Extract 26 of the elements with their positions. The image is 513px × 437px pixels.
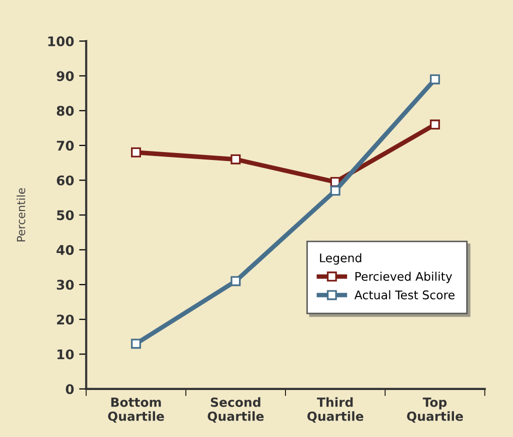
legend-title: Legend — [320, 253, 362, 265]
y-tick-label: 80 — [56, 106, 74, 116]
y-tick-label: 10 — [58, 349, 74, 360]
y-tick-label: 60 — [56, 175, 74, 186]
x-tick-label: Bottom Quartile — [108, 398, 164, 423]
point — [430, 120, 440, 130]
point — [131, 338, 142, 349]
y-tick-label: 100 — [48, 36, 74, 46]
y-tick-label: 40 — [56, 245, 74, 255]
y-tick-label: 0 — [66, 384, 74, 394]
y-tick-label: 90 — [56, 71, 74, 82]
x-tick-label: Second Quartile — [208, 397, 264, 423]
y-tick-label: 30 — [56, 280, 74, 290]
y-tick-label: 20 — [57, 314, 74, 325]
y-axis-title: Percentile — [16, 188, 26, 242]
point — [230, 276, 241, 286]
x-tick-label: Third Quartile — [307, 397, 364, 423]
legend-label: Percieved Ability — [355, 272, 452, 284]
point — [330, 186, 340, 196]
legend-label: Actual Test Score — [354, 290, 454, 300]
point — [131, 147, 142, 158]
x-tick-label: Top Quartile — [407, 398, 463, 423]
point — [430, 74, 440, 84]
y-tick-label: 70 — [56, 140, 74, 151]
point — [230, 154, 241, 164]
y-tick-label: 50 — [57, 210, 74, 220]
